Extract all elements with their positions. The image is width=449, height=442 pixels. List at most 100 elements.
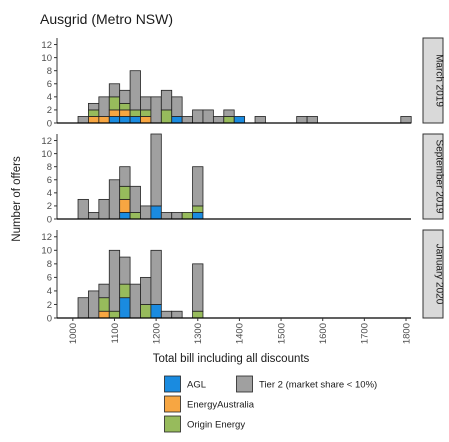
x-tick-label: 1300 [193, 323, 204, 344]
y-tick-label: 4 [47, 286, 52, 297]
bar-tier-2-market-share-10-1100 [108, 249, 121, 312]
bar-tier-2-market-share-10-1225 [160, 89, 173, 111]
x-axis-title: Total bill including all discounts [153, 353, 310, 365]
bar-energyaustralia-1125 [119, 198, 131, 213]
bar-origin-energy-1175 [140, 109, 152, 117]
bar-origin-energy-1125 [119, 283, 131, 299]
bar-tier-2-market-share-10-1250 [171, 96, 183, 117]
bar-tier-2-market-share-10-1250 [171, 310, 183, 319]
bar-energyaustralia-1050 [88, 116, 100, 124]
bar-origin-energy-1100 [108, 310, 121, 319]
facet-strip-label: September 2019 [434, 140, 445, 214]
bar-tier-2-market-share-10-1175 [140, 276, 152, 305]
x-tick-label: 1800 [401, 323, 412, 344]
y-tick-label: 6 [47, 175, 52, 186]
bar-tier-2-market-share-10-1075 [98, 198, 110, 220]
x-tick-label: 1100 [110, 323, 121, 343]
legend-item-agl: AGL [164, 375, 206, 393]
bar-energyaustralia-1075 [98, 116, 110, 124]
bar-origin-energy-1125 [119, 102, 131, 111]
panel-january-2020: 0 2 4 6 8 10 12 January 2020 [41, 229, 445, 324]
bar-energyaustralia-1175 [140, 116, 152, 124]
bar-tier-2-market-share-10-1150 [129, 283, 141, 319]
bar-agl-1400 [233, 116, 246, 124]
facet-strip [422, 37, 444, 124]
x-tick-label: 1700 [360, 323, 371, 344]
bar-origin-energy-1075 [98, 297, 110, 312]
y-axis-title: Number of offers [11, 156, 23, 242]
legend-label: AGL [187, 380, 206, 391]
legend-item-origin-energy: Origin Energy [164, 415, 245, 433]
legend-swatch [164, 395, 181, 413]
bar-tier-2-market-share-10-1300 [192, 109, 204, 124]
y-tick-label: 0 [47, 214, 52, 225]
chart-title: Ausgrid (Metro NSW) [40, 11, 173, 27]
bar-tier-2-market-share-10-1025 [77, 198, 89, 220]
bar-tier-2-market-share-10-1375 [223, 109, 235, 117]
facet-strip [422, 229, 444, 319]
bar-agl-1150 [129, 116, 141, 124]
y-tick-label: 2 [47, 201, 52, 212]
bar-tier-2-market-share-10-1075 [98, 96, 110, 117]
panels-layer: 0 2 4 6 8 10 12 March 2019 0 2 4 6 8 10 12 September 20… [41, 37, 445, 324]
bar-origin-energy-1300 [192, 205, 204, 213]
bar-tier-2-market-share-10-1550 [296, 116, 308, 124]
bar-tier-2-market-share-10-1250 [171, 212, 183, 220]
bar-energyaustralia-1100 [108, 109, 121, 117]
y-tick-label: 6 [47, 273, 52, 284]
bar-origin-energy-1300 [192, 310, 204, 319]
y-tick-label: 8 [47, 66, 52, 77]
x-tick-label: 1000 [68, 323, 79, 344]
facet-strip [422, 133, 444, 220]
y-tick-label: 12 [41, 136, 52, 147]
x-tick-label: 1400 [235, 323, 246, 344]
legend-label: EnergyAustralia [187, 400, 255, 411]
bar-energyaustralia-1125 [119, 109, 131, 117]
bar-tier-2-market-share-10-1150 [129, 185, 141, 213]
bar-tier-2-market-share-10-1025 [77, 297, 89, 319]
legend-label: Origin Energy [187, 420, 245, 431]
bar-agl-1300 [192, 212, 204, 220]
bar-tier-2-market-share-10-1225 [160, 310, 173, 319]
bar-tier-2-market-share-10-1050 [88, 212, 100, 220]
bar-tier-2-market-share-10-1100 [108, 83, 121, 98]
bar-origin-energy-1225 [160, 109, 173, 124]
bar-origin-energy-1175 [140, 304, 152, 319]
legend-item-tier-2-market-share-10: Tier 2 (market share < 10%) [236, 375, 377, 393]
y-tick-label: 10 [41, 149, 52, 160]
x-axis: 1000 1100 1200 1300 1400 1500 1600 1700 1800 [68, 318, 412, 344]
x-tick-label: 1200 [151, 323, 162, 344]
y-tick-label: 4 [47, 92, 52, 103]
bar-origin-energy-1050 [88, 109, 100, 117]
bar-tier-2-market-share-10-1575 [306, 116, 318, 124]
bar-tier-2-market-share-10-1300 [192, 263, 204, 312]
facet-strip-label: January 2020 [434, 244, 445, 305]
bar-agl-1200 [150, 205, 162, 220]
bar-agl-1100 [108, 116, 121, 124]
bar-tier-2-market-share-10-1450 [254, 116, 266, 124]
bar-origin-energy-1375 [223, 116, 235, 124]
panel-september-2019: 0 2 4 6 8 10 12 September 2019 [41, 133, 445, 225]
bar-origin-energy-1125 [119, 185, 131, 200]
panel-march-2019: 0 2 4 6 8 10 12 March 2019 [41, 37, 445, 129]
bar-origin-energy-1150 [129, 212, 141, 220]
x-tick-label: 1600 [318, 323, 329, 344]
legend-label: Tier 2 (market share < 10%) [259, 380, 377, 391]
bar-tier-2-market-share-10-1150 [129, 70, 141, 111]
bar-tier-2-market-share-10-1275 [181, 116, 193, 124]
bar-tier-2-market-share-10-1050 [88, 290, 100, 319]
bar-tier-2-market-share-10-1300 [192, 166, 204, 207]
bar-tier-2-market-share-10-1100 [108, 179, 121, 220]
y-tick-label: 2 [47, 300, 52, 311]
bar-tier-2-market-share-10-1200 [150, 249, 162, 305]
bar-agl-1200 [150, 304, 162, 319]
y-tick-label: 12 [41, 232, 52, 243]
bar-agl-1125 [119, 297, 131, 319]
y-tick-label: 12 [41, 40, 52, 51]
bar-energyaustralia-1075 [98, 310, 110, 319]
bar-agl-1250 [171, 116, 183, 124]
bar-tier-2-market-share-10-1225 [160, 212, 173, 220]
bar-tier-2-market-share-10-1325 [202, 109, 214, 124]
legend-swatch [164, 415, 181, 433]
y-tick-label: 2 [47, 105, 52, 116]
